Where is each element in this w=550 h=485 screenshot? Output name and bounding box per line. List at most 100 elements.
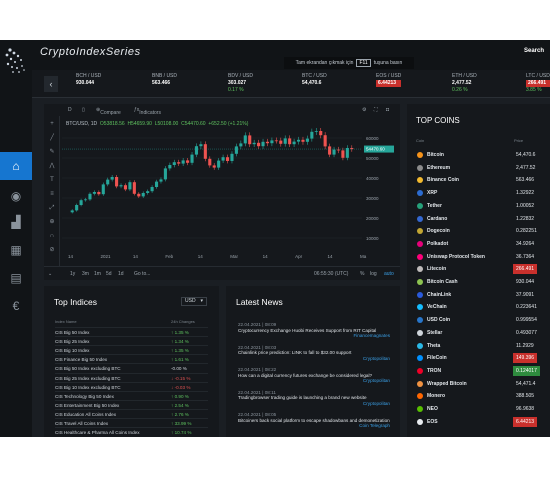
coin-row[interactable]: EOS 6.44213: [407, 416, 550, 429]
coin-row[interactable]: XRP 1.32922: [407, 187, 550, 200]
coin-row[interactable]: Litecoin 266.491: [407, 263, 550, 276]
ticker-item[interactable]: BTC / USD 54,470.6: [302, 73, 327, 87]
coin-row[interactable]: Polkadot 34.9264: [407, 238, 550, 251]
coin-row[interactable]: FileCoin 149.396: [407, 352, 550, 365]
fullscreen-icon[interactable]: ⛶: [374, 107, 378, 113]
timeframe-5d[interactable]: 5d: [106, 271, 112, 277]
coin-row[interactable]: Binance Coin 563.466: [407, 174, 550, 187]
indicators-button[interactable]: ƒx Indicators: [134, 107, 161, 116]
coin-row[interactable]: USD Coin 0.999554: [407, 314, 550, 327]
index-row[interactable]: CIS Big 50 Index excluding BTC -0.00 %: [55, 363, 208, 373]
compare-button[interactable]: ⊕ Compare: [96, 107, 121, 116]
magnet-icon[interactable]: ∩: [49, 233, 55, 239]
index-row[interactable]: CIS Healthcare & Pharma All Coins Index ↑…: [55, 427, 208, 437]
pattern-icon[interactable]: ⋀: [49, 163, 55, 169]
candle-body: [186, 160, 190, 163]
index-row[interactable]: CIS Big 10 Index excluding BTC ↓ -0.03 %: [55, 381, 208, 392]
close-value: C54470.60: [181, 121, 206, 127]
log-toggle[interactable]: log: [370, 271, 377, 277]
text-icon[interactable]: T: [50, 177, 54, 183]
timeframe-1y[interactable]: 1y: [70, 271, 76, 277]
coin-row[interactable]: Uniswap Protocol Token 36.7364: [407, 251, 550, 264]
coin-row[interactable]: Wrapped Bitcoin 54,471.4: [407, 378, 550, 391]
range-collapse-icon[interactable]: ⌄: [48, 271, 53, 277]
ticker-price: 563.466: [152, 80, 171, 86]
measure-icon[interactable]: ⤢: [49, 205, 55, 211]
candle-body: [350, 148, 354, 150]
index-row[interactable]: CIS Big 10 Index ↑ 1.35 %: [55, 345, 208, 355]
camera-icon[interactable]: ◘: [386, 107, 390, 113]
auto-toggle[interactable]: auto: [384, 271, 394, 277]
candlestick-chart[interactable]: 60000 50000 40000 30000 20000 10000 54470.60 14…: [62, 128, 398, 266]
trendline-icon[interactable]: ╱: [50, 135, 54, 141]
coin-row[interactable]: Theta 11.2929: [407, 340, 550, 353]
candle-body: [92, 192, 96, 194]
sidebar-item-calculator[interactable]: ▤: [0, 264, 32, 292]
index-row[interactable]: CIS Big 25 Index excluding BTC ↓ -0.15 %: [55, 372, 208, 383]
timeframe-1d[interactable]: 1d: [118, 271, 124, 277]
coin-row[interactable]: Dogecoin 0.282251: [407, 225, 550, 238]
ticker-item[interactable]: BNB / USD 563.466: [152, 73, 177, 87]
ticker-price: 930.044: [76, 80, 95, 86]
percent-toggle[interactable]: %: [360, 271, 365, 277]
coin-row[interactable]: VeChain 0.223641: [407, 301, 550, 314]
index-row[interactable]: CIS Big 50 Index ↑ 1.35 %: [55, 327, 208, 337]
news-item[interactable]: 22.04.2021 | 08:05 Bitcoiners back social…: [238, 412, 390, 429]
fib-icon[interactable]: ≡: [50, 191, 54, 197]
zoom-icon[interactable]: ⊕: [49, 219, 55, 225]
coin-price: 563.466: [516, 177, 535, 184]
news-item[interactable]: 22.04.2021 | 08:11 Tradingbrowser trading…: [238, 390, 390, 407]
coin-row[interactable]: Ethereum 2,477.52: [407, 162, 550, 175]
search-button[interactable]: Search: [523, 48, 544, 54]
sidebar-item-dashboard[interactable]: ▦: [0, 236, 32, 264]
coin-name: TRON: [427, 367, 442, 374]
coin-row[interactable]: Monero 388.505: [407, 390, 550, 403]
sidebar-item-home[interactable]: ⌂: [0, 152, 32, 180]
currency-select[interactable]: USD ▾: [181, 297, 207, 306]
coin-row[interactable]: NEO 96.9638: [407, 403, 550, 416]
ticker-price: 54,470.6: [302, 80, 322, 86]
index-row[interactable]: CIS Big 25 Index ↑ 1.34 %: [55, 336, 208, 346]
sidebar-item-coins[interactable]: ◉: [0, 182, 32, 210]
index-row[interactable]: CIS Technology Big 50 Index ↑ 0.90 %: [55, 390, 208, 401]
ticker-item[interactable]: BDV / USD 303.027 0.17 %: [228, 73, 253, 94]
brush-icon[interactable]: ✎: [49, 149, 55, 155]
timeframe-3m[interactable]: 3m: [82, 271, 89, 277]
candle-style-icon[interactable]: ▯: [82, 107, 85, 113]
coin-price: 0.223641: [516, 304, 537, 311]
sidebar-item-currency[interactable]: €: [0, 292, 32, 320]
index-change: ↑ 1.35 %: [171, 330, 189, 335]
news-item[interactable]: 22.04.2021 | 08:03 Chainlink price predic…: [238, 345, 390, 362]
candle-body: [225, 157, 230, 161]
ticker-prev-button[interactable]: ‹: [44, 76, 58, 92]
index-row[interactable]: CIS Entertainment Big 50 Index ↑ 2.54 %: [55, 399, 208, 410]
interval-button[interactable]: D: [68, 107, 72, 113]
x-tick-label: 14: [133, 254, 139, 259]
coin-row[interactable]: Stellar 0.493077: [407, 327, 550, 340]
coin-row[interactable]: Bitcoin Cash 930.044: [407, 276, 550, 289]
ticker-item[interactable]: ETH / USD 2,477.52 0.26 %: [452, 73, 477, 94]
news-item[interactable]: 22.04.2021 | 08:09 Cryptocurrency Exchang…: [238, 322, 390, 339]
coin-row[interactable]: Cardano 1.22832: [407, 213, 550, 226]
coin-row[interactable]: TRON 0.124017: [407, 365, 550, 378]
news-item[interactable]: 22.04.2021 | 08:22 How can a digital curr…: [238, 367, 390, 384]
coin-row[interactable]: ChainLink 37.9091: [407, 289, 550, 302]
lock-icon[interactable]: ⊘: [49, 247, 55, 253]
goto-button[interactable]: Go to...: [134, 271, 151, 277]
candle-body: [234, 146, 238, 154]
index-row[interactable]: CIS Finance Big 50 Index ↑ 1.61 %: [55, 354, 208, 364]
index-row[interactable]: CIS Education All Coins Index ↑ 2.76 %: [55, 408, 208, 419]
index-row[interactable]: CIS Travel All Coins Index ↑ 33.99 %: [55, 418, 208, 428]
crosshair-icon[interactable]: +: [50, 121, 54, 127]
calculator-icon: ▤: [10, 271, 22, 285]
timeframe-1m[interactable]: 1m: [94, 271, 101, 277]
sidebar-item-charts[interactable]: ▟: [0, 208, 32, 236]
ticker-item[interactable]: LTC / USD 266.491 3.85 %: [526, 73, 550, 94]
price-column-header: Price: [514, 138, 524, 143]
ticker-item[interactable]: BCH / USD 930.044: [76, 73, 101, 87]
settings-icon[interactable]: ⚙: [362, 107, 367, 113]
coin-row[interactable]: Bitcoin 54,470.6: [407, 149, 550, 162]
coin-row[interactable]: Tether 1.00052: [407, 200, 550, 213]
ticker-item[interactable]: EOS / USD 6.44213: [376, 73, 402, 87]
candle-body: [141, 193, 145, 197]
